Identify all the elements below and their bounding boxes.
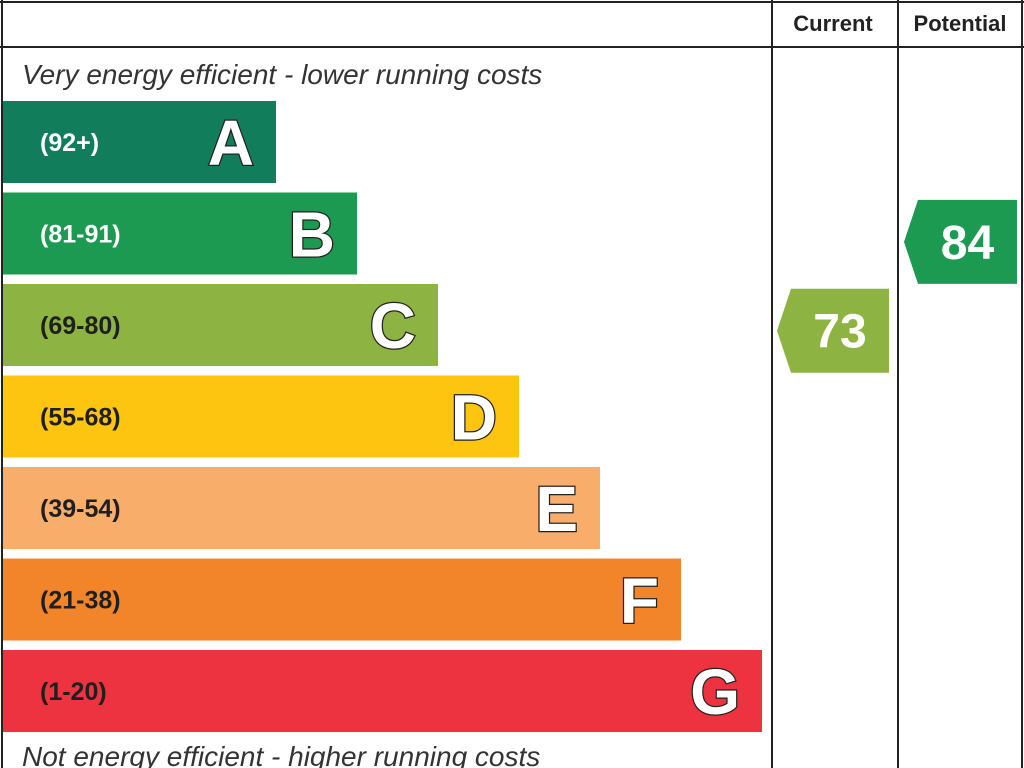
potential-rating: 84 bbox=[904, 199, 1017, 284]
band-c-bar bbox=[3, 284, 438, 366]
band-a-range: (92+) bbox=[40, 129, 99, 157]
current-column-header: Current bbox=[793, 11, 873, 36]
band-b-range: (81-91) bbox=[40, 221, 121, 249]
current-rating-value: 73 bbox=[813, 306, 866, 359]
band-a-bar bbox=[3, 101, 276, 183]
band-d-range: (55-68) bbox=[40, 404, 121, 432]
band-b-letter: B bbox=[289, 199, 335, 271]
band-e-bar bbox=[3, 467, 600, 549]
band-e-range: (39-54) bbox=[40, 495, 121, 523]
band-b-bar bbox=[3, 192, 357, 275]
band-c-letter: C bbox=[370, 290, 416, 362]
potential-rating-value: 84 bbox=[941, 217, 995, 270]
band-f-bar bbox=[3, 558, 681, 641]
band-d-letter: D bbox=[451, 382, 497, 454]
band-a-letter: A bbox=[208, 107, 254, 179]
band-f-range: (21-38) bbox=[40, 587, 121, 615]
band-c-range: (69-80) bbox=[40, 312, 121, 340]
caption-bottom: Not energy efficient - higher running co… bbox=[22, 741, 540, 768]
potential-column-header: Potential bbox=[914, 11, 1007, 36]
current-rating: 73 bbox=[777, 288, 889, 373]
band-g-letter: G bbox=[690, 656, 740, 728]
current-rating-arrow bbox=[777, 288, 889, 373]
band-g-bar bbox=[3, 650, 762, 732]
band-d-bar bbox=[3, 375, 519, 458]
rating-bands: (92+) A (81-91) B (69-80) C (55-68) D (39-54) E (2… bbox=[3, 101, 762, 732]
band-f-letter: F bbox=[620, 565, 659, 637]
band-g-range: (1-20) bbox=[40, 678, 107, 706]
band-e-letter: E bbox=[535, 473, 578, 545]
potential-rating-arrow bbox=[904, 199, 1017, 284]
caption-top: Very energy efficient - lower running co… bbox=[22, 59, 542, 90]
